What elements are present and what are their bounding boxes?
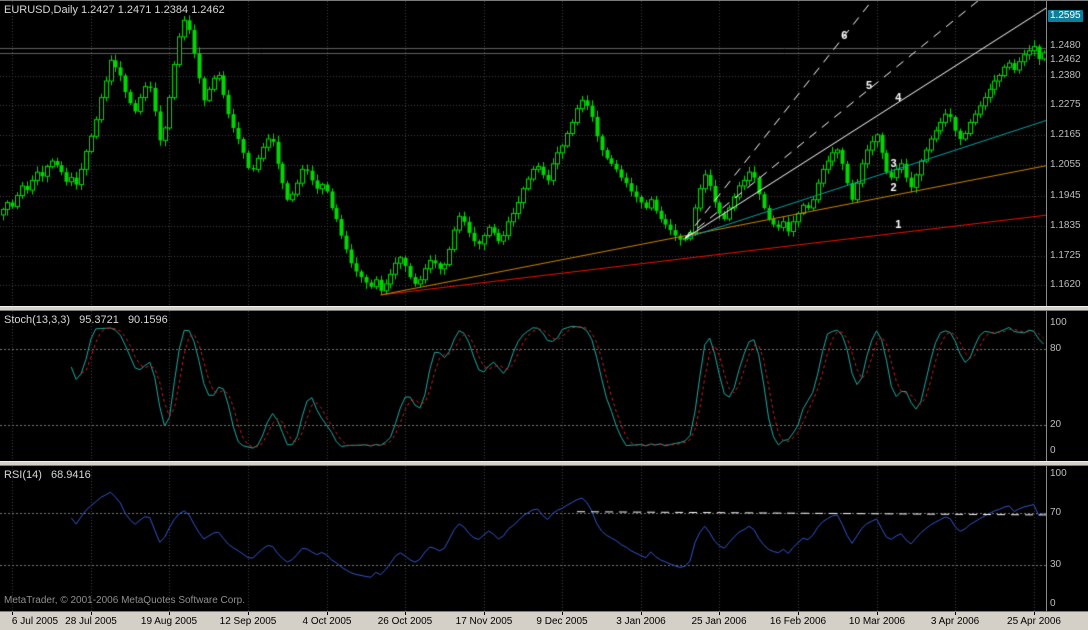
axis-label: 1.1725 [1050,250,1081,262]
date-axis-label: 3 Jan 2006 [616,616,666,627]
axis-label: 70 [1050,507,1062,518]
date-axis-label: 17 Nov 2005 [455,616,513,627]
rsi-name: RSI(14) [4,469,42,481]
time-axis-tick [798,612,799,615]
date-axis-label: 12 Sep 2005 [219,616,277,627]
time-axis-tick [955,612,956,615]
rsi-canvas[interactable] [0,466,1046,611]
axis-label: 30 [1050,559,1062,570]
axis-label: 1.2055 [1050,159,1081,171]
price-axis[interactable]: 1.2595 1.2480 1.2462 1.2380 1.2275 1.2165 1.20… [1046,1,1088,306]
rsi-value: 68.9416 [50,469,91,481]
date-axis-label: 6 Jul 2005 [11,616,59,627]
price-chart-canvas[interactable] [0,1,1046,306]
date-axis-label: 16 Feb 2006 [769,616,827,627]
date-axis-label: 3 Apr 2006 [930,616,980,627]
axis-label: 1.2462 [1050,53,1081,65]
date-axis-label: 10 Mar 2006 [848,616,906,627]
time-axis-tick [719,612,720,615]
stochastic-canvas[interactable] [0,311,1046,461]
date-axis-label: 25 Apr 2006 [1007,616,1061,627]
axis-label: 1.1620 [1050,279,1081,291]
time-axis-tick [327,612,328,615]
time-axis-tick [1034,612,1035,615]
date-axis-label: 9 Dec 2005 [536,616,588,627]
chart-title: EURUSD,Daily 1.2427 1.2471 1.2384 1.2462 [4,4,231,16]
axis-label: 1.2165 [1050,128,1081,140]
axis-label: 1.2480 [1050,39,1081,51]
date-axis-label: 4 Oct 2005 [302,616,352,627]
time-axis-tick [248,612,249,615]
axis-label: 0 [1050,598,1056,609]
axis-label: 1.1835 [1050,219,1081,231]
time-axis-tick [484,612,485,615]
copyright-text: MetaTrader, © 2001-2006 MetaQuotes Softw… [4,595,246,606]
rsi-axis[interactable]: 100 70 30 0 [1046,466,1088,611]
date-axis-label: 26 Oct 2005 [377,616,433,627]
panel-separator-rsi[interactable] [0,461,1088,466]
stoch-d-value: 90.1596 [127,314,168,326]
axis-label: 0 [1050,445,1056,456]
stoch-name: Stoch(13,3,3) [4,314,71,326]
axis-label: 1.2275 [1050,98,1081,110]
time-axis-tick [91,612,92,615]
date-axis-label: 19 Aug 2005 [140,616,198,627]
axis-label: 1.2380 [1050,69,1081,81]
axis-label: 20 [1050,419,1062,431]
date-axis-label: 28 Jul 2005 [65,616,117,627]
chart-title-text: EURUSD,Daily 1.2427 1.2471 1.2384 1.2462 [4,4,225,16]
time-axis-tick [12,612,13,615]
stoch-label: Stoch(13,3,3) 95.3721 90.1596 [4,314,174,326]
axis-label: 80 [1050,342,1062,354]
time-axis-tick [877,612,878,615]
date-axis-label: 25 Jan 2006 [691,616,747,627]
time-axis[interactable]: 6 Jul 2005 28 Jul 2005 19 Aug 2005 12 Sep 2… [0,611,1088,630]
price-marker-badge: 1.2595 [1048,10,1083,23]
stoch-k-value: 95.3721 [79,314,119,326]
time-axis-tick [405,612,406,615]
stoch-axis[interactable]: 100 80 20 0 [1046,311,1088,461]
axis-label: 100 [1050,317,1067,328]
axis-label: 100 [1050,468,1067,479]
time-axis-tick [169,612,170,615]
panel-separator-stoch[interactable] [0,306,1088,311]
rsi-label: RSI(14) 68.9416 [4,469,97,481]
axis-label: 1.1945 [1050,189,1081,201]
time-axis-tick [562,612,563,615]
time-axis-tick [641,612,642,615]
